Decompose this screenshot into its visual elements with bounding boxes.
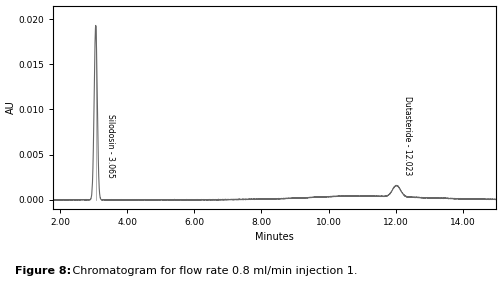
Text: Chromatogram for flow rate 0.8 ml/min injection 1.: Chromatogram for flow rate 0.8 ml/min in… [69, 266, 357, 276]
X-axis label: Minutes: Minutes [255, 232, 294, 243]
Y-axis label: AU: AU [6, 100, 16, 114]
Text: Figure 8:: Figure 8: [15, 266, 71, 276]
Text: Silodosin - 3.065: Silodosin - 3.065 [106, 114, 115, 178]
Text: Dutasteride - 12.023: Dutasteride - 12.023 [402, 96, 411, 175]
